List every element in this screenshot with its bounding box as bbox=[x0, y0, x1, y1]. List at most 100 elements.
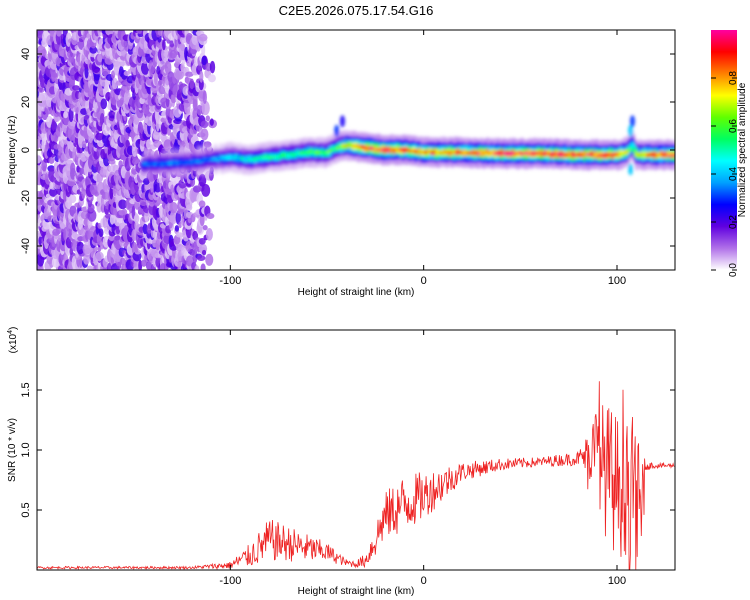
colorbar-tick-label: 0.8 bbox=[728, 71, 739, 85]
spectrogram-cell bbox=[100, 98, 108, 110]
spectrogram-cell bbox=[76, 241, 85, 255]
spectrogram-cell bbox=[136, 30, 144, 34]
spectrogram-cell bbox=[63, 227, 69, 242]
snr-xlabel: Height of straight line (km) bbox=[298, 586, 415, 597]
spectrogram-cell bbox=[86, 265, 93, 270]
spectrogram-cell bbox=[125, 139, 130, 148]
colorbar-tick-label: 0.2 bbox=[728, 215, 739, 229]
spectrogram-cell bbox=[201, 55, 207, 66]
spectrogram-cell bbox=[206, 213, 215, 220]
spectrogram-cell bbox=[131, 205, 136, 220]
snr-series-line bbox=[37, 381, 675, 570]
y-tick-label: -20 bbox=[20, 190, 32, 206]
spectrogram-cell bbox=[200, 120, 209, 129]
spectrogram-cell bbox=[205, 115, 211, 122]
spectrogram-cell bbox=[119, 257, 126, 266]
spectrogram-cell bbox=[111, 77, 118, 90]
colorbar-tick-label: 0.4 bbox=[728, 167, 739, 181]
spectrogram-cell bbox=[192, 230, 199, 241]
spectrogram-cell bbox=[200, 263, 206, 270]
spectrogram-cell bbox=[209, 118, 214, 126]
spectrogram-cell bbox=[51, 118, 56, 132]
spectrogram-cell bbox=[96, 202, 102, 213]
spectrogram-cell bbox=[145, 261, 153, 270]
spectrogram-ridge-cell bbox=[630, 144, 635, 148]
snr-y-axis: 0.5 1.0 1.5 bbox=[20, 382, 675, 518]
spectrogram-cell bbox=[154, 71, 158, 86]
spectrogram-cell bbox=[164, 60, 172, 75]
x-tick-label: -100 bbox=[219, 275, 241, 287]
spectrogram-cell bbox=[169, 201, 178, 214]
spectrogram-cell bbox=[205, 228, 213, 241]
colorbar-gradient bbox=[711, 30, 737, 270]
spectrogram-cell bbox=[175, 232, 184, 238]
chart-title: C2E5.2026.075.17.54.G16 bbox=[279, 3, 434, 18]
snr-multiplier-close: ) bbox=[8, 327, 19, 330]
spectrogram-cell bbox=[209, 60, 216, 74]
spectrogram-cell bbox=[175, 210, 181, 225]
x-tick-label: 0 bbox=[421, 275, 427, 287]
x-tick-label: 100 bbox=[608, 275, 626, 287]
spectrogram-cell bbox=[202, 90, 207, 104]
snr-multiplier-exp: 4 bbox=[7, 330, 14, 334]
spectrogram-cell bbox=[121, 208, 128, 216]
spectrogram-cell bbox=[114, 235, 121, 241]
spectrogram-cell bbox=[48, 157, 55, 164]
spectrogram-cell bbox=[58, 44, 66, 57]
spectrogram-cell bbox=[89, 45, 98, 54]
spectrogram-cell bbox=[134, 244, 139, 253]
spectrogram-cell bbox=[199, 70, 204, 83]
spectrogram-cell bbox=[198, 237, 206, 245]
x-tick-label: 0 bbox=[421, 575, 427, 587]
spectrogram-feature bbox=[628, 124, 634, 137]
spectrogram-cell bbox=[70, 162, 76, 175]
spectrogram-cell bbox=[201, 184, 211, 197]
spectrogram-cell bbox=[68, 194, 77, 204]
spectrogram-cell bbox=[49, 188, 58, 197]
spectrogram-cell bbox=[194, 265, 200, 270]
spectrogram-xlabel: Height of straight line (km) bbox=[298, 287, 415, 298]
snr-ylabel: SNR (10 * v/v) bbox=[7, 418, 18, 482]
y-tick-label: -40 bbox=[20, 238, 32, 254]
spectrogram-cell bbox=[192, 133, 198, 141]
spectrogram-cell bbox=[205, 253, 214, 266]
spectrogram-cell bbox=[126, 167, 131, 181]
y-tick-label: 40 bbox=[20, 48, 32, 60]
spectrogram-cell bbox=[174, 70, 185, 80]
spectrogram-cell bbox=[200, 128, 209, 141]
y-tick-label: 1.5 bbox=[20, 382, 32, 397]
spectrogram-cell bbox=[118, 199, 128, 210]
spectrogram-cell bbox=[180, 62, 185, 73]
spectrogram-cell bbox=[81, 140, 87, 149]
spectrogram-cell bbox=[55, 30, 63, 37]
spectrogram-cell bbox=[63, 111, 68, 119]
y-tick-label: 20 bbox=[20, 96, 32, 108]
spectrogram-cell bbox=[37, 154, 42, 164]
spectrogram-cell bbox=[198, 33, 208, 42]
spectrogram-cell bbox=[104, 78, 109, 92]
spectrogram-cell bbox=[192, 248, 198, 264]
spectrogram-y-axis: -40 -20 0 20 40 bbox=[20, 48, 675, 254]
spectrogram-cell bbox=[189, 78, 195, 90]
spectrogram-cell bbox=[198, 200, 206, 208]
spectrogram-ylabel: Frequency (Hz) bbox=[7, 116, 18, 185]
spectrogram-cell bbox=[194, 56, 199, 67]
spectrogram-ridge-cell bbox=[626, 148, 631, 153]
spectrogram-cell bbox=[202, 224, 208, 231]
snr-multiplier-base: (x10 bbox=[8, 333, 19, 353]
spectrogram-feature bbox=[339, 115, 345, 128]
spectrogram-cell bbox=[201, 100, 210, 116]
spectrogram-cell bbox=[78, 258, 83, 269]
spectrogram-cell bbox=[198, 173, 207, 187]
spectrogram-cell bbox=[72, 85, 80, 91]
spectrogram-ridge-cell bbox=[672, 154, 675, 158]
spectrogram-noise-cells bbox=[37, 30, 218, 270]
spectrogram-cell bbox=[169, 210, 178, 225]
spectrogram-cell bbox=[185, 71, 194, 77]
spectrogram-cell bbox=[162, 39, 166, 51]
spectrogram-cell bbox=[196, 255, 206, 261]
x-tick-label: 100 bbox=[608, 575, 626, 587]
spectrogram-cell bbox=[95, 132, 104, 141]
spectrogram-feature bbox=[628, 163, 634, 176]
spectrogram-ridge bbox=[140, 115, 675, 180]
